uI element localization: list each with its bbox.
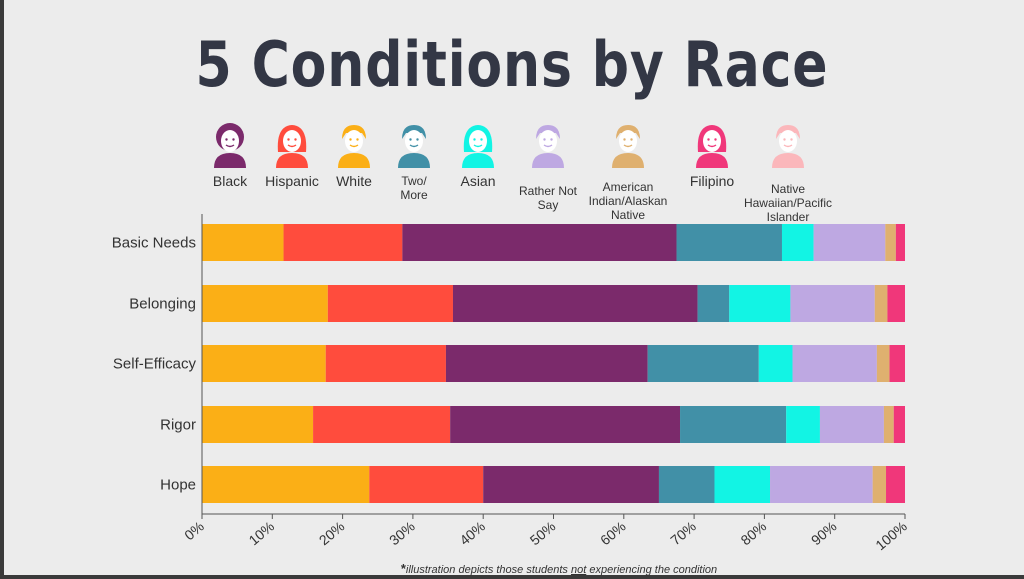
category-label: Hope xyxy=(160,477,196,494)
bar-segment xyxy=(714,466,771,503)
bar-segment xyxy=(680,406,787,443)
category-label: Basic Needs xyxy=(112,235,196,252)
legend-label: Asian xyxy=(460,173,496,189)
bar-segment xyxy=(202,285,328,322)
legend-item: Two/ MoreTwo/More xyxy=(364,122,464,202)
person-long-hair-icon xyxy=(662,122,762,168)
x-tick-label: 80% xyxy=(738,518,770,548)
footnote-star: * xyxy=(400,561,406,576)
bar-segment xyxy=(887,285,905,322)
bar-segment xyxy=(758,345,793,382)
bar-segment xyxy=(450,406,681,443)
bar-segment xyxy=(790,285,875,322)
person-short-hair-icon xyxy=(364,122,464,168)
legend-label: Native Hawaiian/Pacific IslanderNativeHa… xyxy=(743,182,833,224)
bar-segment xyxy=(874,285,888,322)
x-tick-label: 40% xyxy=(456,518,488,548)
category-label: Belonging xyxy=(129,296,196,313)
bar-segment xyxy=(781,224,814,261)
footnote: *illustration depicts those students not… xyxy=(0,561,1024,576)
bar-segment xyxy=(325,345,446,382)
bar-segment xyxy=(872,466,887,503)
bar-segment xyxy=(202,224,284,261)
person-short-hair-icon xyxy=(498,122,598,168)
chart-title: 5 Conditions by Race xyxy=(195,28,829,101)
x-tick-label: 60% xyxy=(597,518,629,548)
footnote-emphasis: not xyxy=(570,564,587,576)
person-short-hair-icon xyxy=(578,122,678,168)
legend-label: Black xyxy=(212,173,248,189)
bar-segment xyxy=(885,224,896,261)
frame-left-border xyxy=(0,0,4,579)
bar-segment xyxy=(697,285,730,322)
bar-segment xyxy=(283,224,403,261)
bar-segment xyxy=(202,406,314,443)
bar-segment xyxy=(202,466,370,503)
bar-segment xyxy=(452,285,698,322)
bar-segment xyxy=(889,345,905,382)
bar-segment xyxy=(483,466,659,503)
bar-segment xyxy=(893,406,905,443)
bar-segment xyxy=(895,224,905,261)
x-tick-label: 0% xyxy=(181,518,207,543)
bar-segment xyxy=(402,224,677,261)
bar-segment xyxy=(883,406,894,443)
x-tick-label: 50% xyxy=(527,518,559,548)
legend-item: Native Hawaiian/Pacific IslanderNativeHa… xyxy=(738,122,838,224)
x-tick-label: 70% xyxy=(667,518,699,548)
bar-segment xyxy=(792,345,877,382)
legend-label: White xyxy=(336,173,372,189)
bar-segment xyxy=(876,345,890,382)
footnote-text-2: experiencing the condition xyxy=(586,564,718,576)
category-label: Self-Efficacy xyxy=(113,356,197,373)
bar-segment xyxy=(445,345,648,382)
bar-segment xyxy=(647,345,759,382)
category-label: Rigor xyxy=(160,417,196,434)
person-afro-icon xyxy=(180,122,280,168)
frame-bottom-border xyxy=(0,575,1024,579)
person-short-hair-icon xyxy=(304,122,404,168)
legend-item: Asian xyxy=(428,122,528,189)
bar-segment xyxy=(369,466,484,503)
legend-item: Black xyxy=(180,122,280,189)
bar-segment xyxy=(202,345,326,382)
legend-item: Filipino xyxy=(662,122,762,189)
bar-segment xyxy=(770,466,873,503)
x-tick-label: 90% xyxy=(808,518,840,548)
bar-segment xyxy=(786,406,820,443)
x-tick-label: 100% xyxy=(872,518,910,553)
x-tick-label: 20% xyxy=(316,518,348,548)
x-tick-label: 30% xyxy=(386,518,418,548)
legend-label: Hispanic xyxy=(265,173,319,189)
person-long-hair-icon xyxy=(428,122,528,168)
legend-label: American Indian/Alaskan NativeAmericanIn… xyxy=(588,180,668,222)
legend-item: White xyxy=(304,122,404,189)
x-tick-label: 10% xyxy=(245,518,277,548)
legend-label: Two/ MoreTwo/More xyxy=(400,174,428,202)
footnote-text-1: illustration depicts those students xyxy=(405,564,571,576)
bar-segment xyxy=(658,466,715,503)
bar-segment xyxy=(886,466,905,503)
legend-item: American Indian/Alaskan NativeAmericanIn… xyxy=(578,122,678,222)
bar-segment xyxy=(676,224,782,261)
bar-segment xyxy=(819,406,884,443)
bar-segment xyxy=(313,406,451,443)
bar-segment xyxy=(327,285,453,322)
person-short-hair-icon xyxy=(738,122,838,168)
legend-item: Hispanic xyxy=(242,122,342,189)
bar-segment xyxy=(813,224,886,261)
legend-label: Filipino xyxy=(689,173,735,189)
bar-segment xyxy=(729,285,791,322)
person-long-hair-icon xyxy=(242,122,342,168)
